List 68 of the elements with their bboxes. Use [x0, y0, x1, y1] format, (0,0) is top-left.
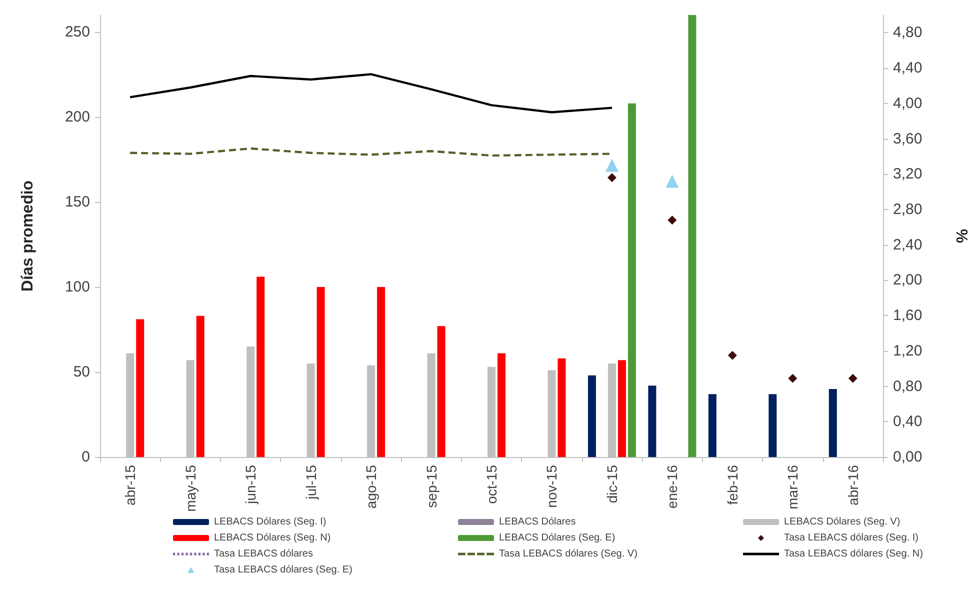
bar: [256, 276, 265, 457]
x-tick-label: sep-15: [423, 464, 440, 508]
y2-tick-label: 0,80: [893, 378, 922, 395]
bar: [196, 316, 204, 457]
legend-label: LEBACS Dólares (Seg. N): [214, 532, 331, 544]
bar: [618, 360, 626, 457]
point: [788, 374, 798, 383]
x-tick-label: oct-15: [484, 464, 500, 504]
legend-label: LEBACS Dólares (Seg. E): [499, 532, 616, 544]
y-tick-label: 250: [64, 24, 90, 40]
legend-label: LEBACS Dólares: [499, 516, 576, 528]
y-axis-title: Días promedio: [20, 180, 36, 292]
y2-tick-label: 0,00: [893, 448, 922, 466]
x-tick-label: ago-15: [363, 464, 380, 509]
point: [848, 374, 858, 383]
y2-tick-label: 3,20: [893, 166, 922, 183]
x-tick-label: ene-16: [664, 464, 680, 509]
y2-tick-label: 2,00: [893, 272, 922, 289]
x-tick-label: abr-15: [122, 464, 138, 506]
x-tick-label: dic-15: [604, 464, 620, 504]
y2-tick-label: 1,20: [893, 342, 922, 360]
legend-label: Tasa LEBACS dólares (Seg. I): [784, 532, 919, 544]
bar: [588, 375, 596, 457]
bar: [648, 386, 656, 457]
bar: [768, 394, 777, 457]
y2-axis-title: %: [954, 228, 972, 244]
y-tick-label: 0: [82, 448, 90, 466]
bar: [136, 319, 144, 457]
legend-label: Tasa LEBACS dólares: [214, 548, 313, 560]
y2-tick-label: 2,80: [893, 200, 922, 218]
x-tick-label: mar-16: [784, 464, 801, 510]
x-tick-label: jun-15: [242, 464, 259, 505]
line-series: [129, 73, 614, 114]
bar: [628, 103, 636, 457]
legend-label: Tasa LEBACS dólares (Seg. V): [499, 548, 638, 560]
y-tick-label: 200: [64, 108, 90, 126]
x-tick-label: may-15: [182, 464, 198, 512]
y2-tick-label: 3,60: [893, 130, 922, 148]
bar: [688, 15, 696, 457]
y-tick-label: 50: [73, 364, 90, 380]
y2-tick-label: 1,60: [893, 307, 922, 324]
x-tick-label: feb-16: [724, 464, 740, 505]
y-tick-label: 150: [64, 194, 90, 210]
x-tick-label: abr-16: [844, 464, 861, 506]
bar: [437, 326, 446, 457]
bar: [498, 353, 506, 457]
y2-tick-label: 4,40: [893, 60, 922, 77]
y2-tick-label: 4,00: [893, 94, 922, 112]
bar: [708, 394, 716, 457]
bar: [828, 389, 837, 457]
legend-label: LEBACS Dólares (Seg. V): [784, 516, 900, 528]
y2-tick-label: 0,40: [893, 413, 922, 430]
x-tick-label: nov-15: [544, 464, 560, 508]
legend-label: Tasa LEBACS dólares (Seg. N): [784, 548, 923, 560]
point: [666, 174, 679, 188]
bar: [558, 358, 566, 457]
point: [668, 216, 677, 225]
point: [728, 350, 737, 360]
y2-tick-label: 2,40: [893, 236, 922, 254]
point: [605, 158, 618, 172]
y-tick-label: 100: [64, 278, 90, 296]
legend-label: LEBACS Dólares (Seg. I): [214, 516, 326, 528]
y2-tick-label: 4,80: [893, 24, 922, 42]
legend-label: Tasa LEBACS dólares (Seg. E): [214, 564, 352, 576]
bar: [377, 287, 386, 457]
point: [607, 173, 616, 182]
x-tick-label: jul-15: [302, 464, 319, 500]
bar: [316, 287, 325, 457]
